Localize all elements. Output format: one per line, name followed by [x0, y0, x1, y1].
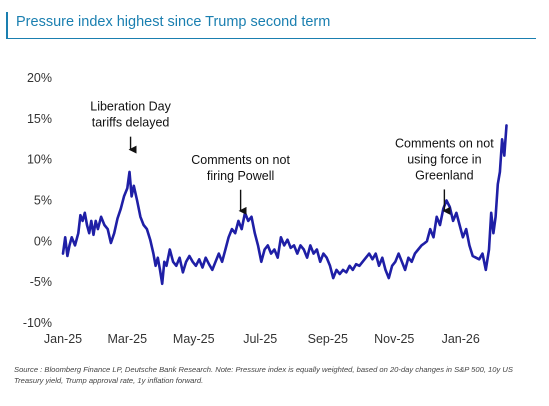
- annotation: Comments on not using force in Greenland: [395, 136, 494, 215]
- annotation-text: Comments on not: [191, 153, 290, 167]
- x-tick-label: May-25: [173, 332, 215, 346]
- annotation-text: using force in: [407, 152, 481, 166]
- chart-title: Pressure index highest since Trump secon…: [16, 14, 331, 30]
- x-tick-label: Mar-25: [107, 332, 147, 346]
- series: [61, 124, 508, 286]
- y-tick-label: 5%: [34, 194, 52, 208]
- source-note: Source : Bloomberg Finance LP, Deutsche …: [14, 365, 513, 385]
- axes: 20% 15% 10% 5% 0% -5% -10% Jan-25 Mar-25 May-25 Ju…: [23, 71, 480, 346]
- y-tick-label: 15%: [27, 112, 52, 126]
- y-tick-label: 0%: [34, 234, 52, 248]
- x-tick-label: Nov-25: [374, 332, 414, 346]
- annotation: Comments on not firing Powell: [191, 153, 290, 215]
- y-tick-label: -5%: [30, 275, 52, 289]
- annotation-text: tariffs delayed: [92, 116, 170, 130]
- annotation-text: Liberation Day: [90, 100, 171, 114]
- x-tick-label: Jan-25: [44, 332, 82, 346]
- title-bar: Pressure index highest since Trump secon…: [6, 12, 536, 39]
- annotation-text: firing Powell: [207, 169, 274, 183]
- annotation-text: Comments on not: [395, 136, 494, 150]
- annotation: Liberation Day tariffs delayed: [90, 100, 172, 154]
- y-tick-label: 20%: [27, 71, 52, 85]
- series-line: [61, 124, 508, 286]
- y-tick-label: 10%: [27, 153, 52, 167]
- y-tick-label: -10%: [23, 316, 52, 330]
- x-tick-label: Sep-25: [308, 332, 348, 346]
- x-tick-label: Jul-25: [243, 332, 277, 346]
- annotation-text: Greenland: [415, 168, 473, 182]
- annotations: Liberation Day tariffs delayed Comments on…: [90, 100, 494, 215]
- x-tick-label: Jan-26: [442, 332, 480, 346]
